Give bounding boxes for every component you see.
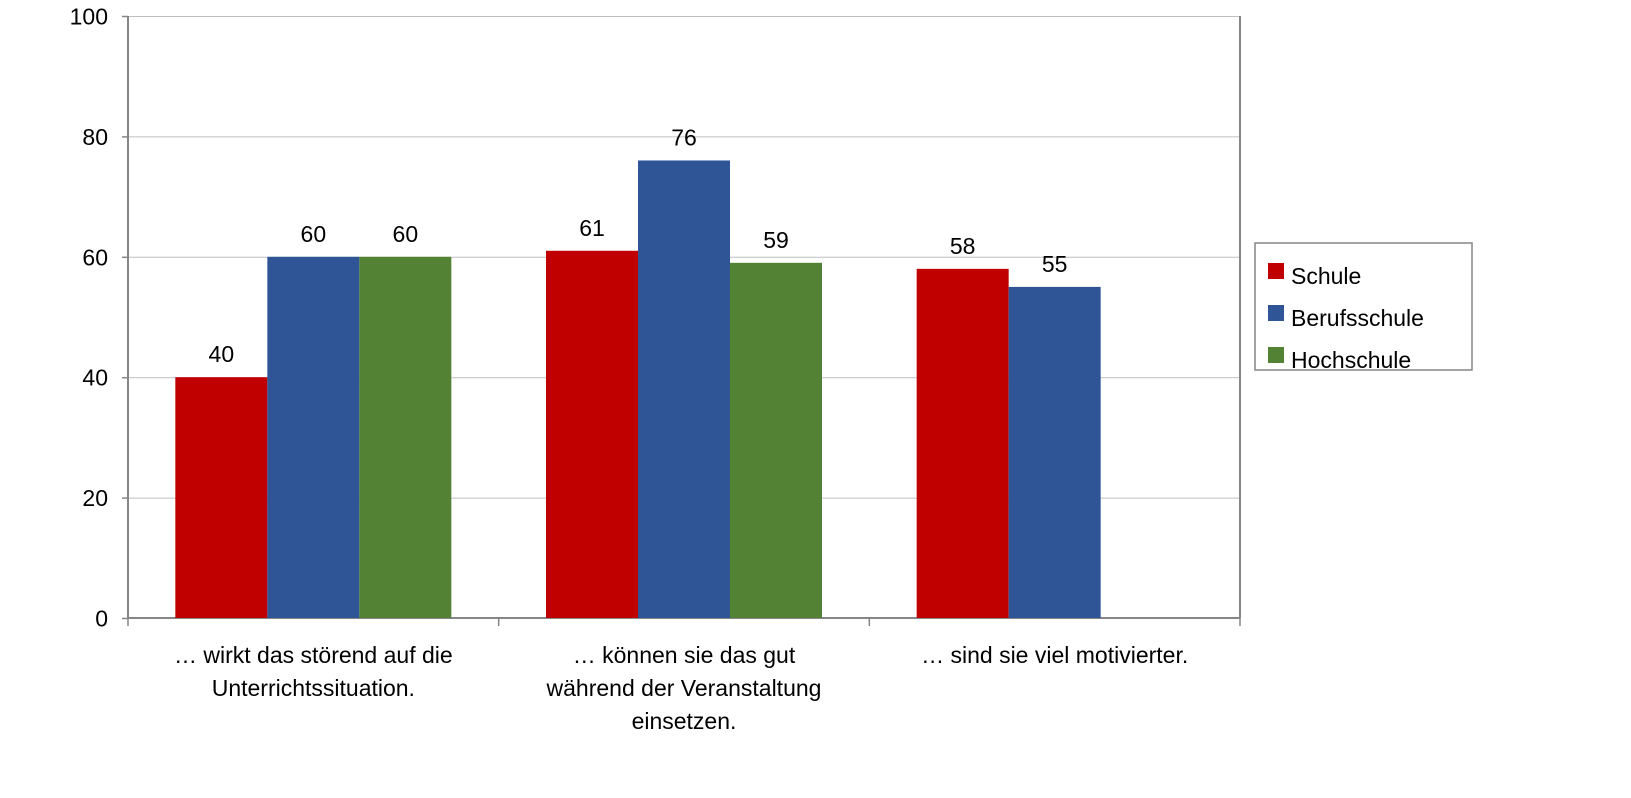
x-category-label: … sind sie viel motivierter. bbox=[921, 642, 1188, 668]
y-tick-label: 40 bbox=[82, 365, 108, 391]
bar-schule bbox=[175, 377, 268, 618]
y-tick-label: 0 bbox=[95, 606, 108, 632]
y-tick-label: 100 bbox=[70, 4, 108, 30]
data-label: 58 bbox=[950, 233, 976, 259]
data-label: 60 bbox=[301, 221, 327, 247]
legend-label: Berufsschule bbox=[1291, 305, 1424, 331]
legend bbox=[1254, 242, 1473, 371]
x-category-label: … können sie das gut bbox=[573, 642, 796, 668]
bar-berufsschule bbox=[1008, 286, 1101, 618]
data-label: 76 bbox=[671, 124, 697, 150]
bar-schule bbox=[546, 250, 638, 618]
bar-berufsschule bbox=[638, 160, 730, 619]
x-category-label: Unterrichtssituation. bbox=[212, 675, 415, 701]
bar-hochschule bbox=[730, 262, 822, 618]
data-label: 59 bbox=[763, 227, 789, 253]
data-label: 60 bbox=[393, 221, 419, 247]
x-category-label: während der Veranstaltung bbox=[546, 675, 822, 701]
legend-swatch-schule bbox=[1268, 263, 1284, 279]
legend-label: Hochschule bbox=[1291, 347, 1411, 373]
x-category-label: … wirkt das störend auf die bbox=[174, 642, 453, 668]
y-tick-label: 60 bbox=[82, 244, 108, 270]
legend-swatch-berufsschule bbox=[1268, 305, 1284, 321]
bar-schule bbox=[916, 268, 1009, 618]
bar-hochschule bbox=[359, 256, 452, 618]
legend-label: Schule bbox=[1291, 263, 1361, 289]
data-label: 40 bbox=[209, 341, 235, 367]
bar-berufsschule bbox=[267, 256, 360, 618]
legend-swatch-hochschule bbox=[1268, 347, 1284, 363]
data-label: 55 bbox=[1042, 251, 1068, 277]
y-tick-label: 80 bbox=[82, 124, 108, 150]
x-category-label: einsetzen. bbox=[632, 708, 737, 734]
y-tick-label: 20 bbox=[82, 485, 108, 511]
data-label: 61 bbox=[579, 215, 605, 241]
